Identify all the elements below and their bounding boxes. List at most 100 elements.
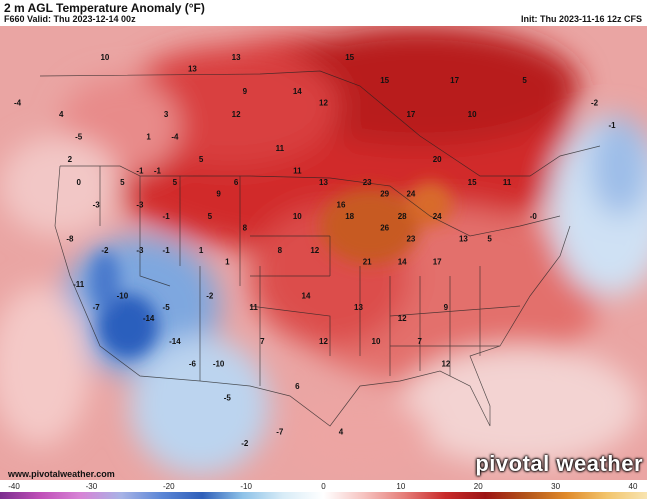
anomaly-value-label: 12 — [441, 360, 450, 369]
anomaly-value-label: 13 — [459, 235, 468, 244]
anomaly-value-label: 10 — [100, 53, 109, 62]
anomaly-value-label: 26 — [380, 223, 389, 232]
anomaly-value-label: 1 — [146, 133, 151, 142]
anomaly-value-label: 5 — [487, 235, 492, 244]
anomaly-value-label: 9 — [216, 189, 221, 198]
colorbar-tick-label: -30 — [86, 482, 98, 491]
website-label: www.pivotalweather.com — [8, 469, 115, 479]
anomaly-value-label: 10 — [468, 110, 477, 119]
anomaly-value-label: -1 — [163, 212, 171, 221]
anomaly-value-label: -4 — [14, 98, 22, 107]
anomaly-value-label: -1 — [154, 167, 162, 176]
anomaly-value-label: 11 — [503, 178, 512, 187]
anomaly-value-label: -10 — [117, 291, 129, 300]
anomaly-value-label: 23 — [406, 235, 415, 244]
anomaly-value-label: 12 — [310, 246, 319, 255]
anomaly-value-label: 23 — [363, 178, 372, 187]
anomaly-value-label: 5 — [173, 178, 178, 187]
anomaly-value-label: -1 — [136, 167, 144, 176]
anomaly-value-label: 15 — [380, 76, 389, 85]
anomaly-value-label: 11 — [293, 167, 302, 176]
colorbar-tick-label: -10 — [240, 482, 252, 491]
anomaly-value-label: -0 — [530, 212, 538, 221]
anomaly-value-label: -2 — [241, 439, 249, 448]
anomaly-value-label: 20 — [433, 155, 442, 164]
anomaly-shading — [0, 26, 647, 476]
anomaly-value-label: 24 — [433, 212, 442, 221]
anomaly-value-label: 8 — [243, 223, 248, 232]
anomaly-value-label: 12 — [319, 337, 328, 346]
anomaly-value-label: 29 — [380, 189, 389, 198]
anomaly-value-label: -6 — [189, 360, 197, 369]
anomaly-value-label: 14 — [293, 87, 302, 96]
anomaly-value-label: 5 — [120, 178, 125, 187]
anomaly-value-label: 1 — [225, 257, 230, 266]
anomaly-value-label: -10 — [213, 360, 225, 369]
anomaly-value-label: 1 — [199, 246, 204, 255]
anomaly-value-label: 17 — [433, 257, 442, 266]
anomaly-value-label: -5 — [75, 133, 83, 142]
header-bar: 2 m AGL Temperature Anomaly (°F) F660 Va… — [0, 0, 647, 26]
anomaly-value-label: 17 — [406, 110, 415, 119]
anomaly-value-label: 7 — [260, 337, 265, 346]
anomaly-value-label: 16 — [337, 201, 346, 210]
anomaly-value-label: -4 — [171, 133, 179, 142]
anomaly-value-label: -3 — [136, 201, 144, 210]
anomaly-value-label: 15 — [345, 53, 354, 62]
anomaly-value-label: 7 — [417, 337, 422, 346]
colorbar-tick-label: -20 — [163, 482, 175, 491]
colorbar-svg: -40 -30 -20 -10 0 10 20 30 40 — [0, 482, 647, 499]
colorbar-tick-label: 10 — [396, 482, 405, 491]
anomaly-value-label: -5 — [163, 303, 171, 312]
anomaly-value-label: 13 — [319, 178, 328, 187]
init-time: Init: Thu 2023-11-16 12z CFS — [520, 14, 642, 24]
anomaly-value-label: -1 — [608, 121, 616, 130]
colorbar-tick-label: -40 — [8, 482, 20, 491]
warm-core-shading — [90, 182, 452, 358]
anomaly-value-label: -14 — [143, 314, 155, 323]
colorbar-tick-label: 20 — [474, 482, 483, 491]
anomaly-value-label: 10 — [293, 212, 302, 221]
anomaly-value-label: 4 — [59, 110, 64, 119]
anomaly-value-label: 13 — [232, 53, 241, 62]
anomaly-value-label: 13 — [354, 303, 363, 312]
anomaly-value-label: 18 — [345, 212, 354, 221]
anomaly-value-label: 6 — [295, 382, 300, 391]
anomaly-value-label: -2 — [101, 246, 109, 255]
anomaly-value-label: 8 — [278, 246, 283, 255]
anomaly-value-label: -3 — [136, 246, 144, 255]
anomaly-value-label: 0 — [76, 178, 81, 187]
anomaly-value-label: 28 — [398, 212, 407, 221]
anomaly-value-label: 3 — [164, 110, 169, 119]
anomaly-value-label: -5 — [224, 394, 232, 403]
anomaly-value-label: 12 — [232, 110, 241, 119]
anomaly-value-label: 5 — [199, 155, 204, 164]
anomaly-value-label: -11 — [73, 280, 85, 289]
anomaly-value-label: 14 — [398, 257, 407, 266]
colorbar-tick-label: 0 — [321, 482, 326, 491]
anomaly-value-label: 17 — [450, 76, 459, 85]
map-title: 2 m AGL Temperature Anomaly (°F) — [4, 1, 205, 15]
anomaly-value-label: 2 — [68, 155, 73, 164]
anomaly-map: 10 13 13 15 17 15 -4 4 3 -4 1 12 9 14 12 17 10 5 -2 -1 -1 5 2-… — [0, 26, 647, 480]
colorbar-tick-label: 40 — [629, 482, 638, 491]
anomaly-value-label: 15 — [468, 178, 477, 187]
anomaly-value-label: 12 — [319, 98, 328, 107]
valid-time: F660 Valid: Thu 2023-12-14 00z — [4, 14, 136, 24]
anomaly-value-label: -1 — [163, 246, 171, 255]
brand-logo: pivotal weather — [475, 451, 643, 476]
anomaly-value-label: 9 — [243, 87, 248, 96]
colorbar-tick-label: 30 — [551, 482, 560, 491]
anomaly-value-label: 11 — [249, 303, 258, 312]
anomaly-value-label: -14 — [169, 337, 181, 346]
anomaly-value-label: -7 — [276, 428, 284, 437]
anomaly-value-label: 21 — [363, 257, 372, 266]
anomaly-value-label: 6 — [234, 178, 239, 187]
anomaly-value-label: 11 — [276, 144, 285, 153]
anomaly-value-label: 9 — [444, 303, 449, 312]
colorbar-gradient — [0, 492, 647, 499]
boundaries — [39, 70, 601, 427]
anomaly-value-label: -2 — [206, 291, 214, 300]
